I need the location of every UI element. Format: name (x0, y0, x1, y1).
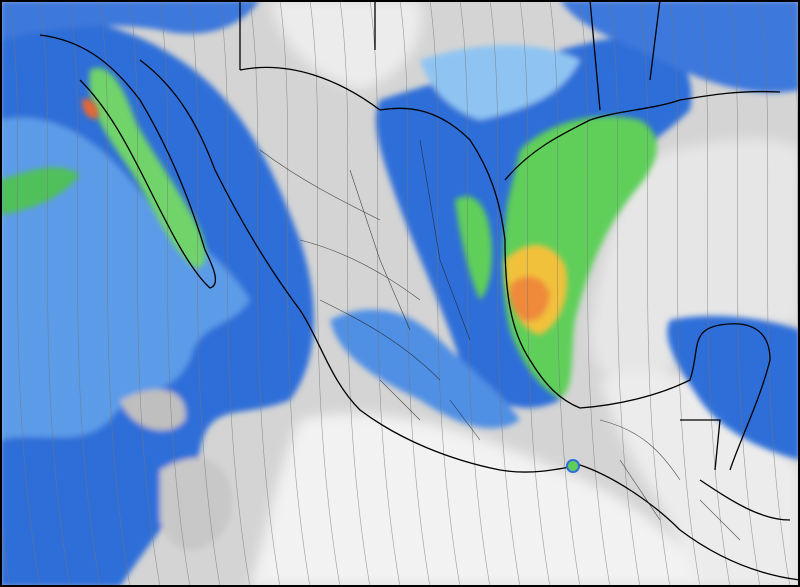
streamline (9, 2, 40, 585)
blue-area (2, 117, 250, 440)
blue-area (2, 2, 259, 40)
coastlines (39, 2, 798, 581)
streamline (519, 2, 550, 585)
gulf-coast (379, 107, 771, 471)
gray-patch (160, 458, 232, 550)
streamline (159, 2, 190, 585)
light-area (250, 413, 719, 585)
streamline (69, 2, 100, 585)
streamline (549, 2, 580, 585)
light-area (270, 2, 422, 90)
streamline (369, 2, 400, 585)
streamline (429, 2, 460, 585)
streamline (279, 2, 310, 585)
blue-area (420, 45, 580, 120)
gray-patch (120, 389, 186, 431)
streamline (459, 2, 490, 585)
streamline (699, 2, 730, 585)
streamline (219, 2, 250, 585)
streamline (99, 2, 130, 585)
streamline (639, 2, 670, 585)
streamline (399, 2, 430, 585)
green-area (89, 68, 206, 269)
state-border (599, 419, 741, 541)
streamline (189, 2, 220, 585)
streamline (129, 2, 160, 585)
orange-area (509, 276, 550, 322)
border (680, 419, 791, 521)
streamline (309, 2, 340, 585)
border (239, 2, 661, 111)
streamline (729, 2, 760, 585)
small-feature (566, 459, 580, 473)
streamline (789, 2, 798, 341)
streamline (249, 2, 280, 585)
state-borders (259, 139, 741, 541)
green-area (455, 196, 492, 300)
streamline (339, 2, 370, 585)
blue-area (561, 2, 798, 93)
border (239, 66, 381, 111)
state-border (259, 139, 481, 441)
warm-areas (82, 98, 568, 335)
streamline (609, 2, 640, 585)
blue-area (667, 315, 798, 460)
streamline (489, 2, 520, 585)
baja-coast (39, 34, 217, 289)
us-gulf-coast (504, 90, 781, 181)
streamline (669, 2, 700, 585)
blue-area (330, 309, 520, 429)
streamline (579, 2, 610, 585)
pacific-coast (139, 59, 798, 581)
streamline (39, 2, 70, 585)
streamline (759, 2, 790, 585)
orange-area (82, 98, 99, 119)
green-area (2, 167, 80, 215)
